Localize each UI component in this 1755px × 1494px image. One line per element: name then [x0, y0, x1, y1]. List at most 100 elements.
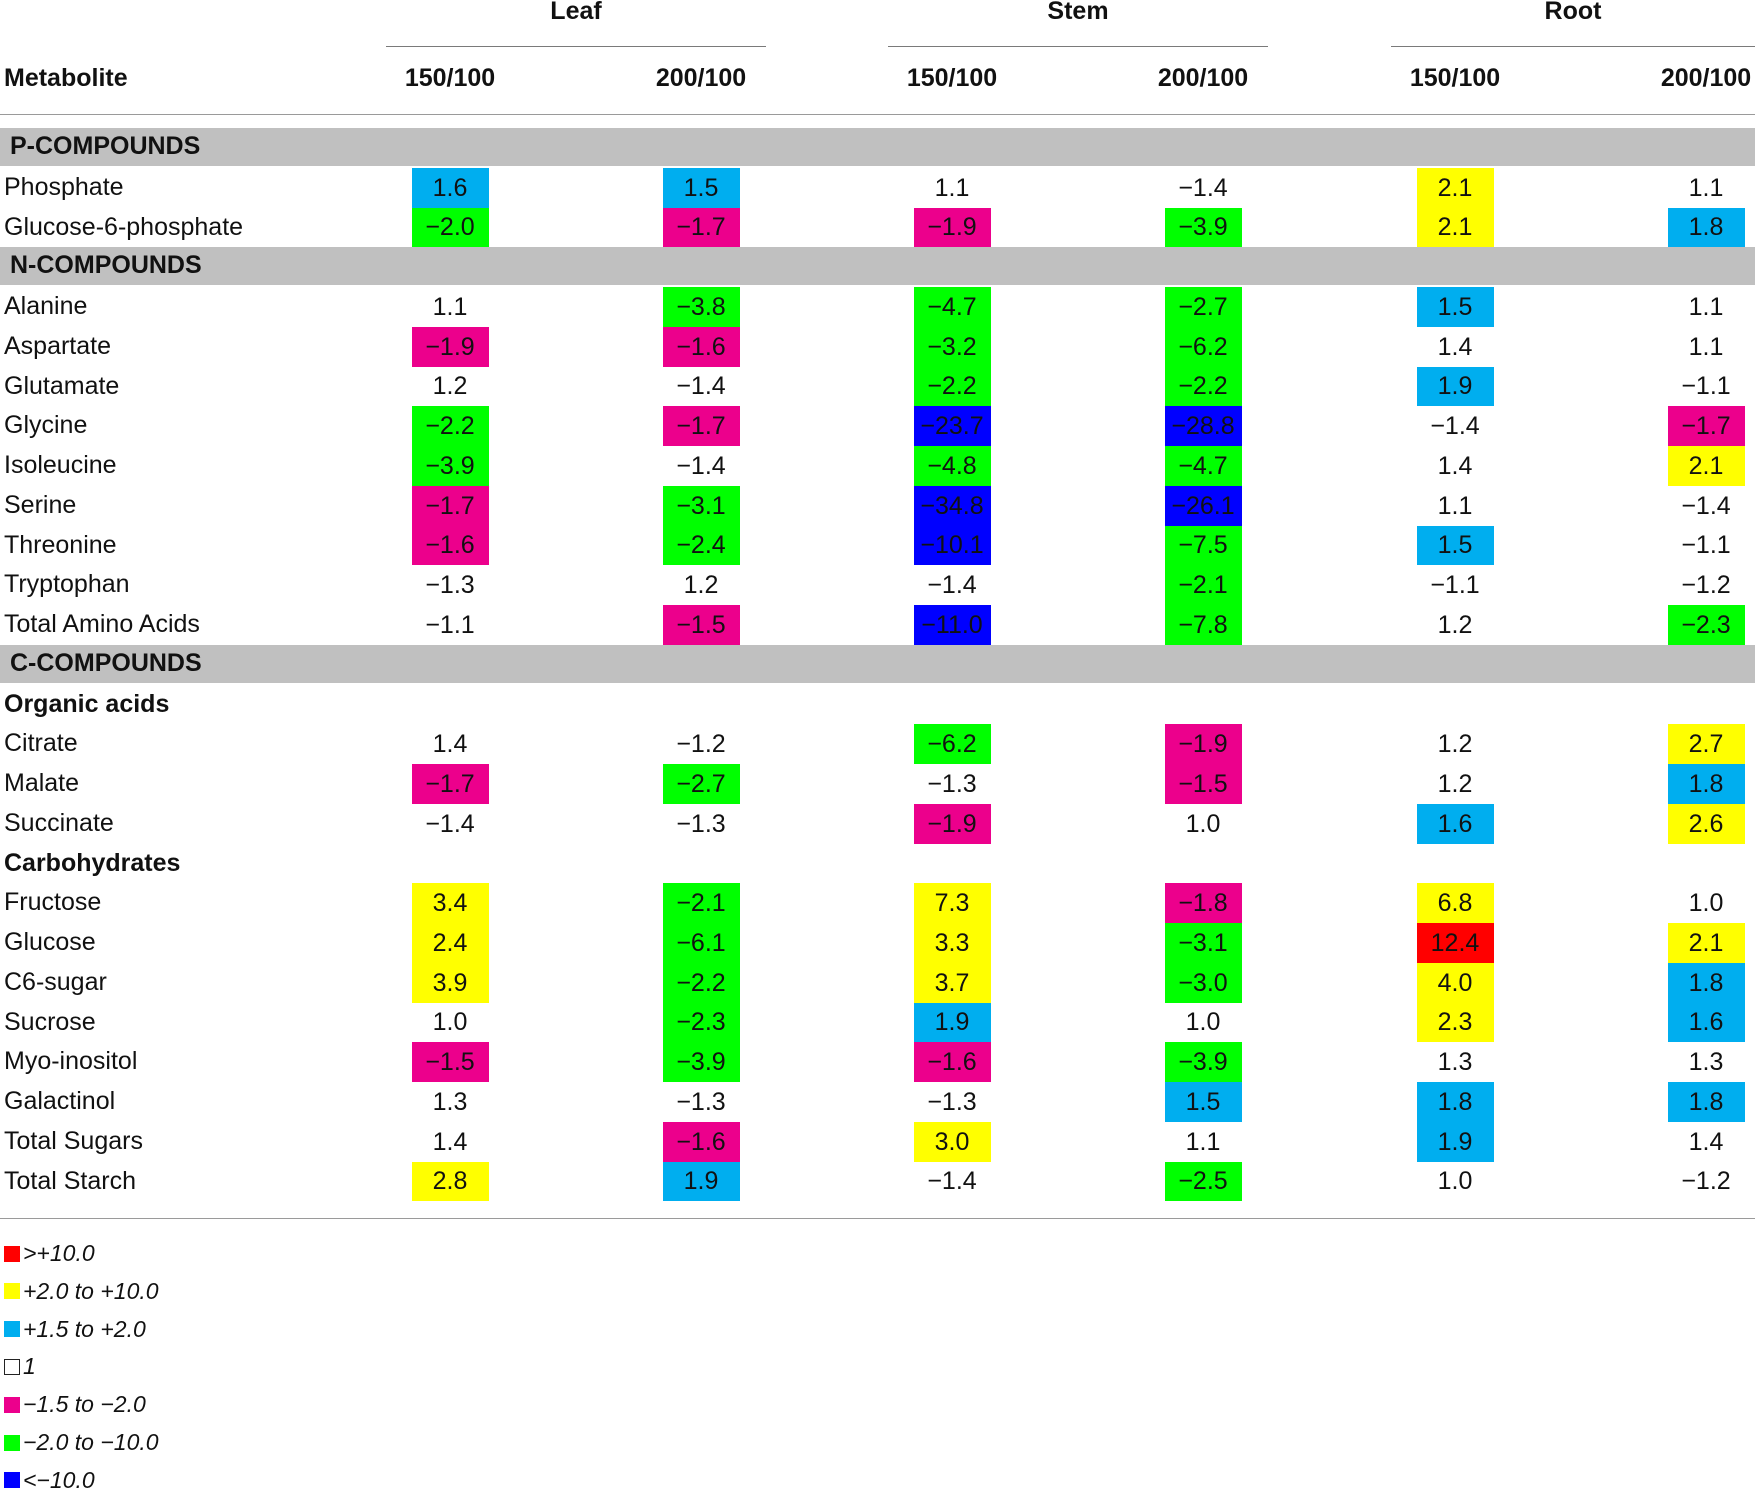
value-cell: −1.6: [662, 1122, 740, 1162]
metabolite-name: Myo-inositol: [4, 1047, 138, 1075]
group-underline-stem: [888, 46, 1268, 47]
legend-label: <−10.0: [23, 1466, 95, 1493]
value-cell: 4.0: [1416, 963, 1494, 1003]
value-cell: −1.4: [927, 571, 977, 599]
value-cell: −2.2: [662, 963, 740, 1003]
legend-item-red: >+10.0: [4, 1240, 95, 1267]
value-cell: −1.5: [1164, 764, 1242, 804]
column-header-5: 150/100: [1409, 64, 1501, 92]
metabolite-name: Total Amino Acids: [4, 610, 200, 638]
value-cell: 1.6: [411, 168, 489, 208]
value-cell: 2.6: [1667, 804, 1745, 844]
legend-swatch: [4, 1358, 20, 1375]
group-header-stem: Stem: [1047, 0, 1109, 25]
value-cell: −2.1: [1164, 565, 1242, 605]
value-cell: −1.4: [425, 810, 475, 838]
value-cell: 1.3: [1688, 1048, 1724, 1076]
value-cell: −2.2: [411, 406, 489, 446]
group-underline-root: [1391, 46, 1755, 47]
value-cell: −11.0: [913, 605, 991, 645]
legend-label: +2.0 to +10.0: [23, 1277, 159, 1304]
section-title: N-COMPOUNDS: [10, 251, 202, 279]
value-cell: 1.4: [1437, 452, 1473, 480]
value-cell: −1.1: [1430, 571, 1480, 599]
legend-item-green: −2.0 to −10.0: [4, 1429, 159, 1456]
value-cell: 1.8: [1416, 1082, 1494, 1122]
value-cell: 1.3: [1437, 1048, 1473, 1076]
metabolite-name: C6-sugar: [4, 968, 107, 996]
legend-swatch: [4, 1396, 20, 1413]
value-cell: −1.3: [425, 571, 475, 599]
subsection-title: Organic acids: [4, 690, 170, 718]
value-cell: 1.4: [1437, 333, 1473, 361]
value-cell: −2.7: [1164, 287, 1242, 327]
subsection-title: Carbohydrates: [4, 849, 181, 877]
legend-label: +1.5 to +2.0: [23, 1315, 146, 1342]
value-cell: −3.1: [662, 486, 740, 526]
legend-item-yellow: +2.0 to +10.0: [4, 1278, 159, 1305]
value-cell: −3.9: [1164, 1042, 1242, 1082]
value-cell: 3.7: [913, 963, 991, 1003]
value-cell: −2.0: [411, 208, 489, 247]
value-cell: −2.7: [662, 764, 740, 804]
legend-label: 1: [23, 1353, 36, 1380]
value-cell: 1.6: [1667, 1003, 1745, 1042]
value-cell: −2.5: [1164, 1162, 1242, 1201]
table-bottom-rule: [0, 1218, 1755, 1219]
value-cell: −7.8: [1164, 605, 1242, 645]
value-cell: −3.9: [1164, 208, 1242, 247]
value-cell: −4.7: [913, 287, 991, 327]
value-cell: 12.4: [1416, 923, 1494, 963]
section-band: C-COMPOUNDS: [0, 645, 1755, 683]
value-cell: 1.2: [432, 372, 468, 400]
value-cell: 1.0: [1437, 1167, 1473, 1195]
value-cell: −2.1: [662, 883, 740, 923]
value-cell: −1.7: [662, 406, 740, 446]
value-cell: −34.8: [913, 486, 991, 526]
metabolite-name: Alanine: [4, 292, 88, 320]
header-rule: [0, 114, 1755, 115]
value-cell: −1.9: [913, 208, 991, 247]
value-cell: −3.2: [913, 327, 991, 367]
value-cell: 1.9: [662, 1162, 740, 1201]
value-cell: −1.3: [676, 810, 726, 838]
value-cell: −1.4: [927, 1167, 977, 1195]
value-cell: 1.1: [934, 174, 970, 202]
value-cell: 6.8: [1416, 883, 1494, 923]
value-cell: −26.1: [1164, 486, 1242, 526]
value-cell: −6.2: [913, 724, 991, 764]
value-cell: −7.5: [1164, 526, 1242, 565]
value-cell: 1.9: [1416, 1122, 1494, 1162]
value-cell: −2.2: [913, 367, 991, 406]
legend-label: −1.5 to −2.0: [23, 1391, 146, 1418]
column-header-3: 150/100: [906, 64, 998, 92]
value-cell: 1.8: [1667, 1082, 1745, 1122]
value-cell: −28.8: [1164, 406, 1242, 446]
legend-swatch: [4, 1321, 20, 1338]
value-cell: −1.4: [1178, 174, 1228, 202]
value-cell: 2.1: [1667, 446, 1745, 486]
group-header-root: Root: [1544, 0, 1602, 25]
value-cell: 1.2: [1437, 611, 1473, 639]
group-header-leaf: Leaf: [550, 0, 602, 25]
metabolite-name: Glucose: [4, 928, 96, 956]
value-cell: 1.5: [1416, 287, 1494, 327]
legend-label: −2.0 to −10.0: [23, 1429, 159, 1455]
value-cell: 1.3: [432, 1088, 468, 1116]
value-cell: −1.9: [913, 804, 991, 844]
section-title: P-COMPOUNDS: [10, 132, 201, 160]
column-header-6: 200/100: [1660, 64, 1752, 92]
value-cell: −6.2: [1164, 327, 1242, 367]
value-cell: 1.0: [1185, 1008, 1221, 1036]
metabolite-name: Serine: [4, 491, 77, 519]
value-cell: 7.3: [913, 883, 991, 923]
value-cell: 2.8: [411, 1162, 489, 1201]
value-cell: −3.0: [1164, 963, 1242, 1003]
value-cell: 1.0: [432, 1008, 468, 1036]
value-cell: −1.6: [913, 1042, 991, 1082]
legend-swatch: [4, 1283, 20, 1300]
value-cell: −1.1: [1681, 531, 1731, 559]
value-cell: 2.1: [1667, 923, 1745, 963]
value-cell: −6.1: [662, 923, 740, 963]
value-cell: 3.0: [913, 1122, 991, 1162]
